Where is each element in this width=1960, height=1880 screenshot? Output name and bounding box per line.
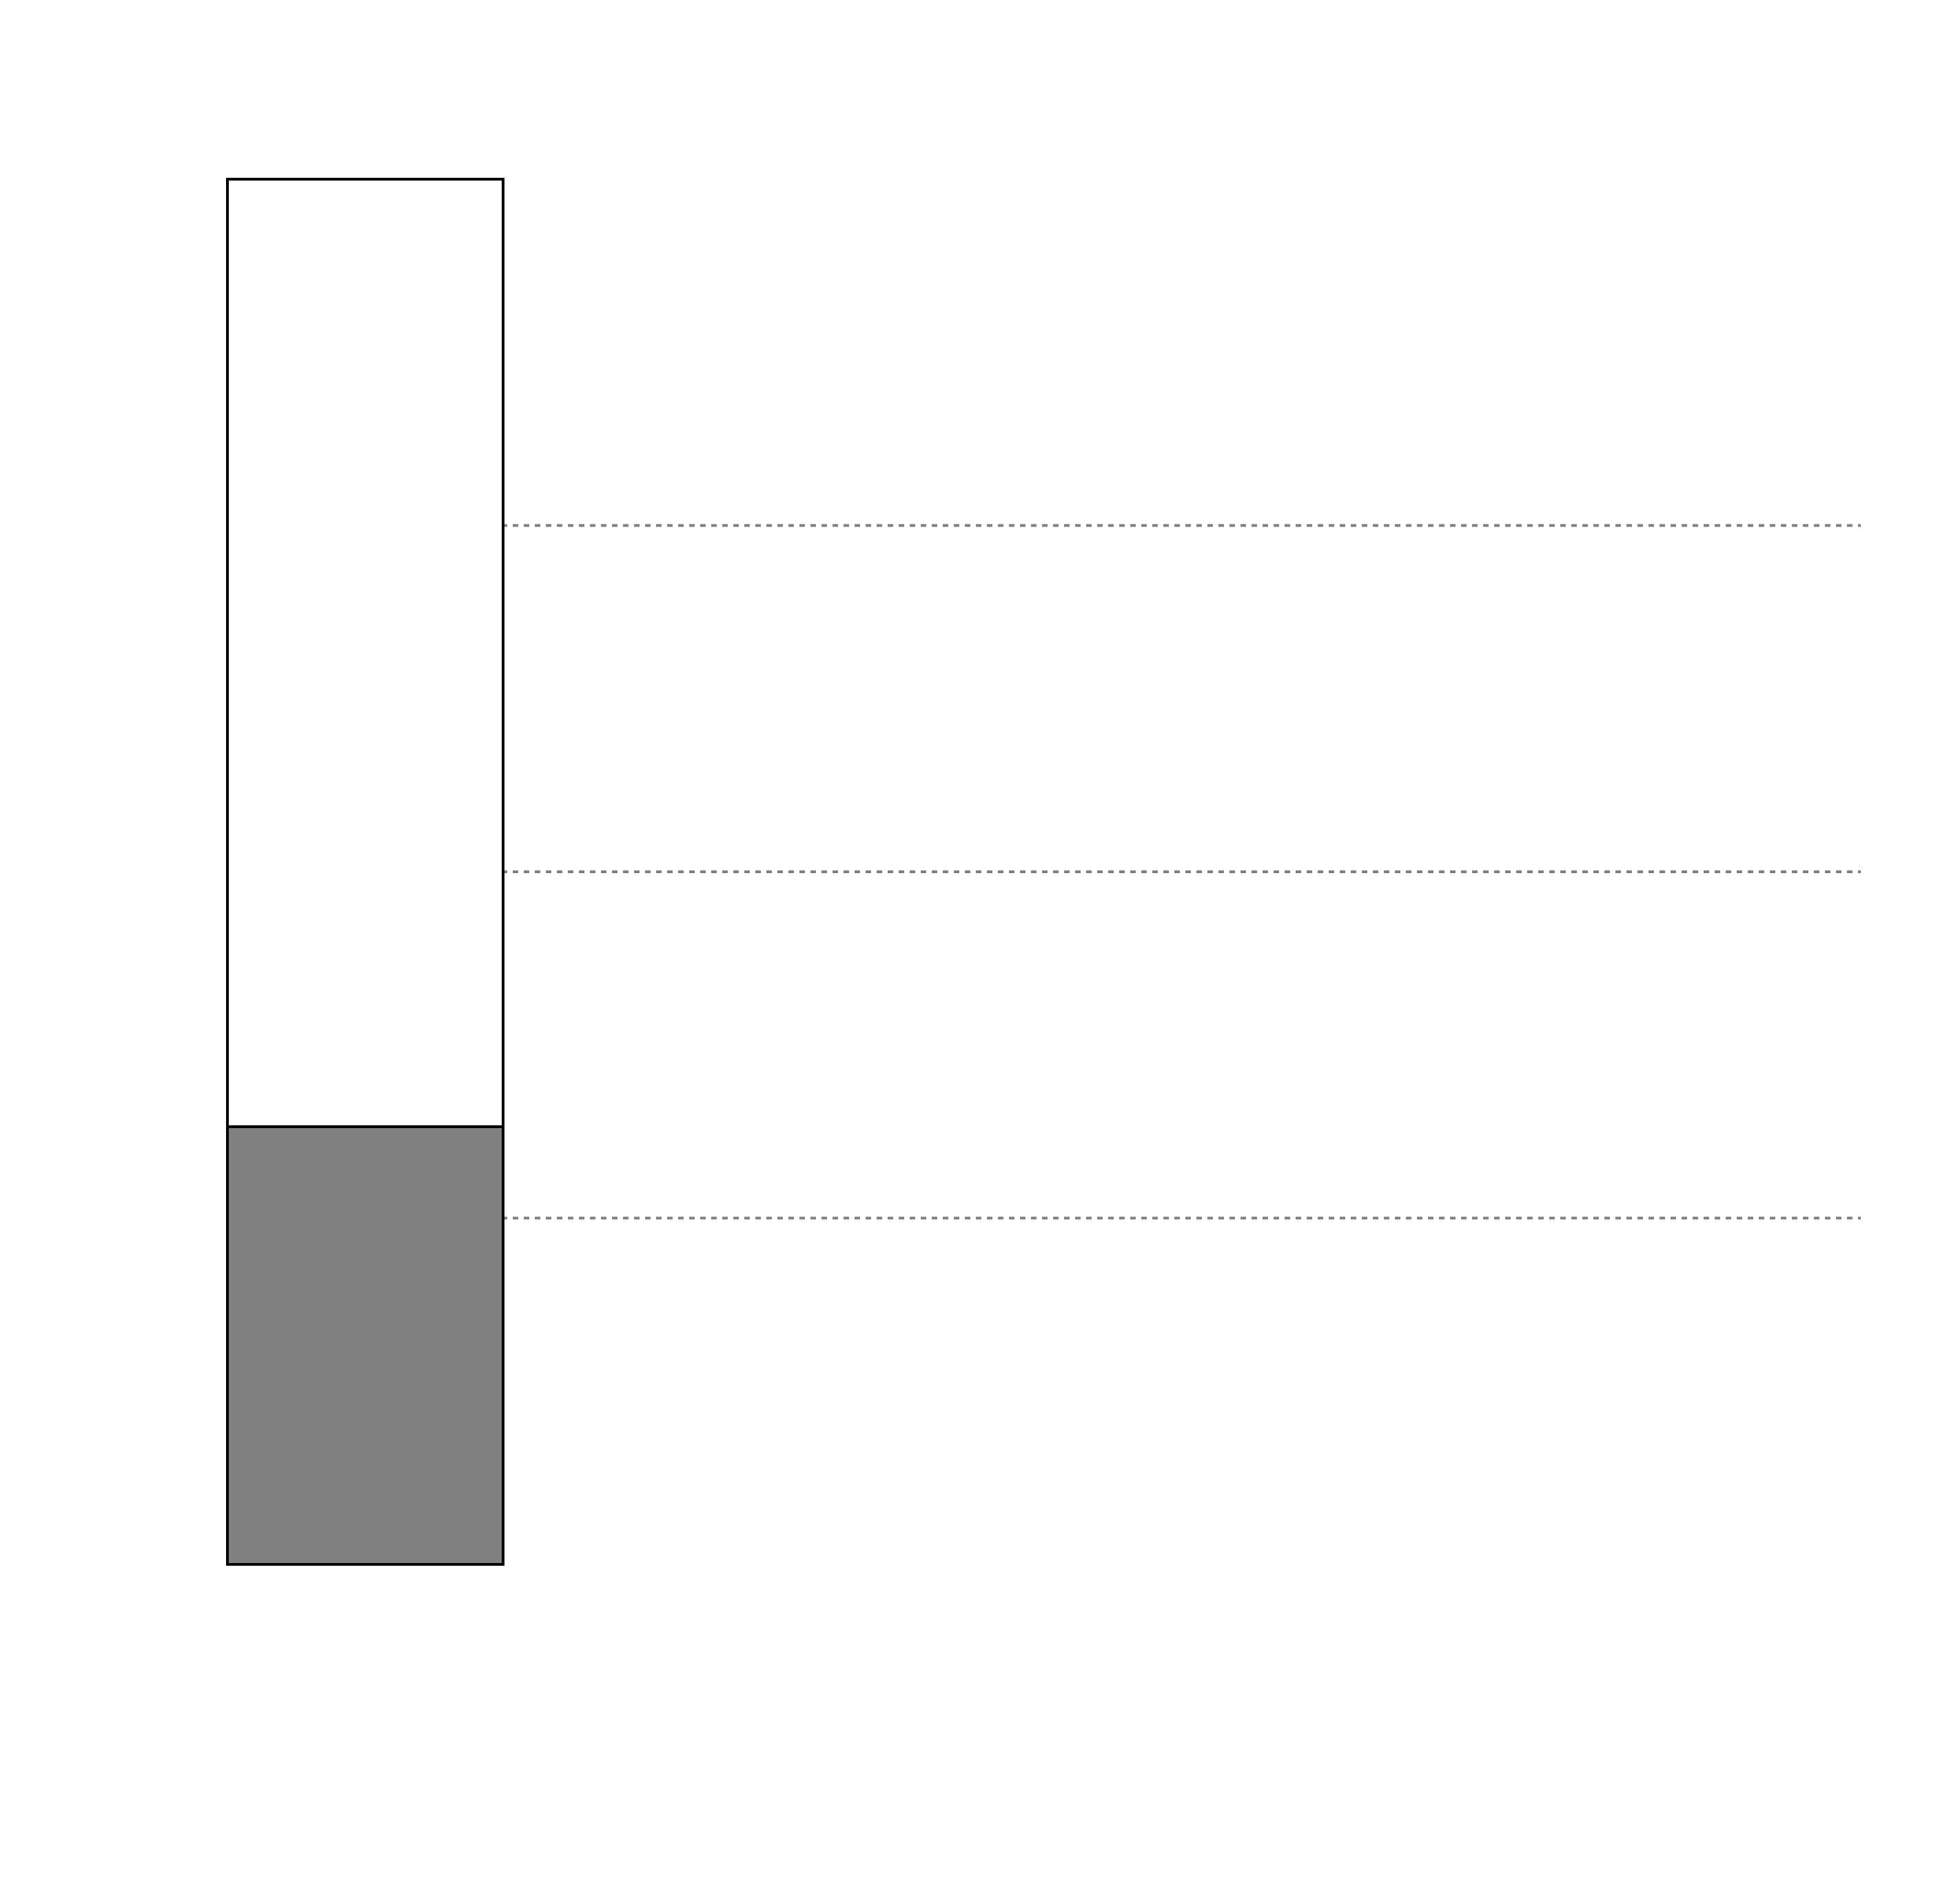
chart-container: { "chart": { "type": "stacked-bar", "bac… — [0, 0, 1960, 1880]
bar-segment-no — [227, 179, 503, 1127]
stacked-bar-chart — [0, 0, 1960, 1880]
bar-segment-yes — [227, 1127, 503, 1564]
